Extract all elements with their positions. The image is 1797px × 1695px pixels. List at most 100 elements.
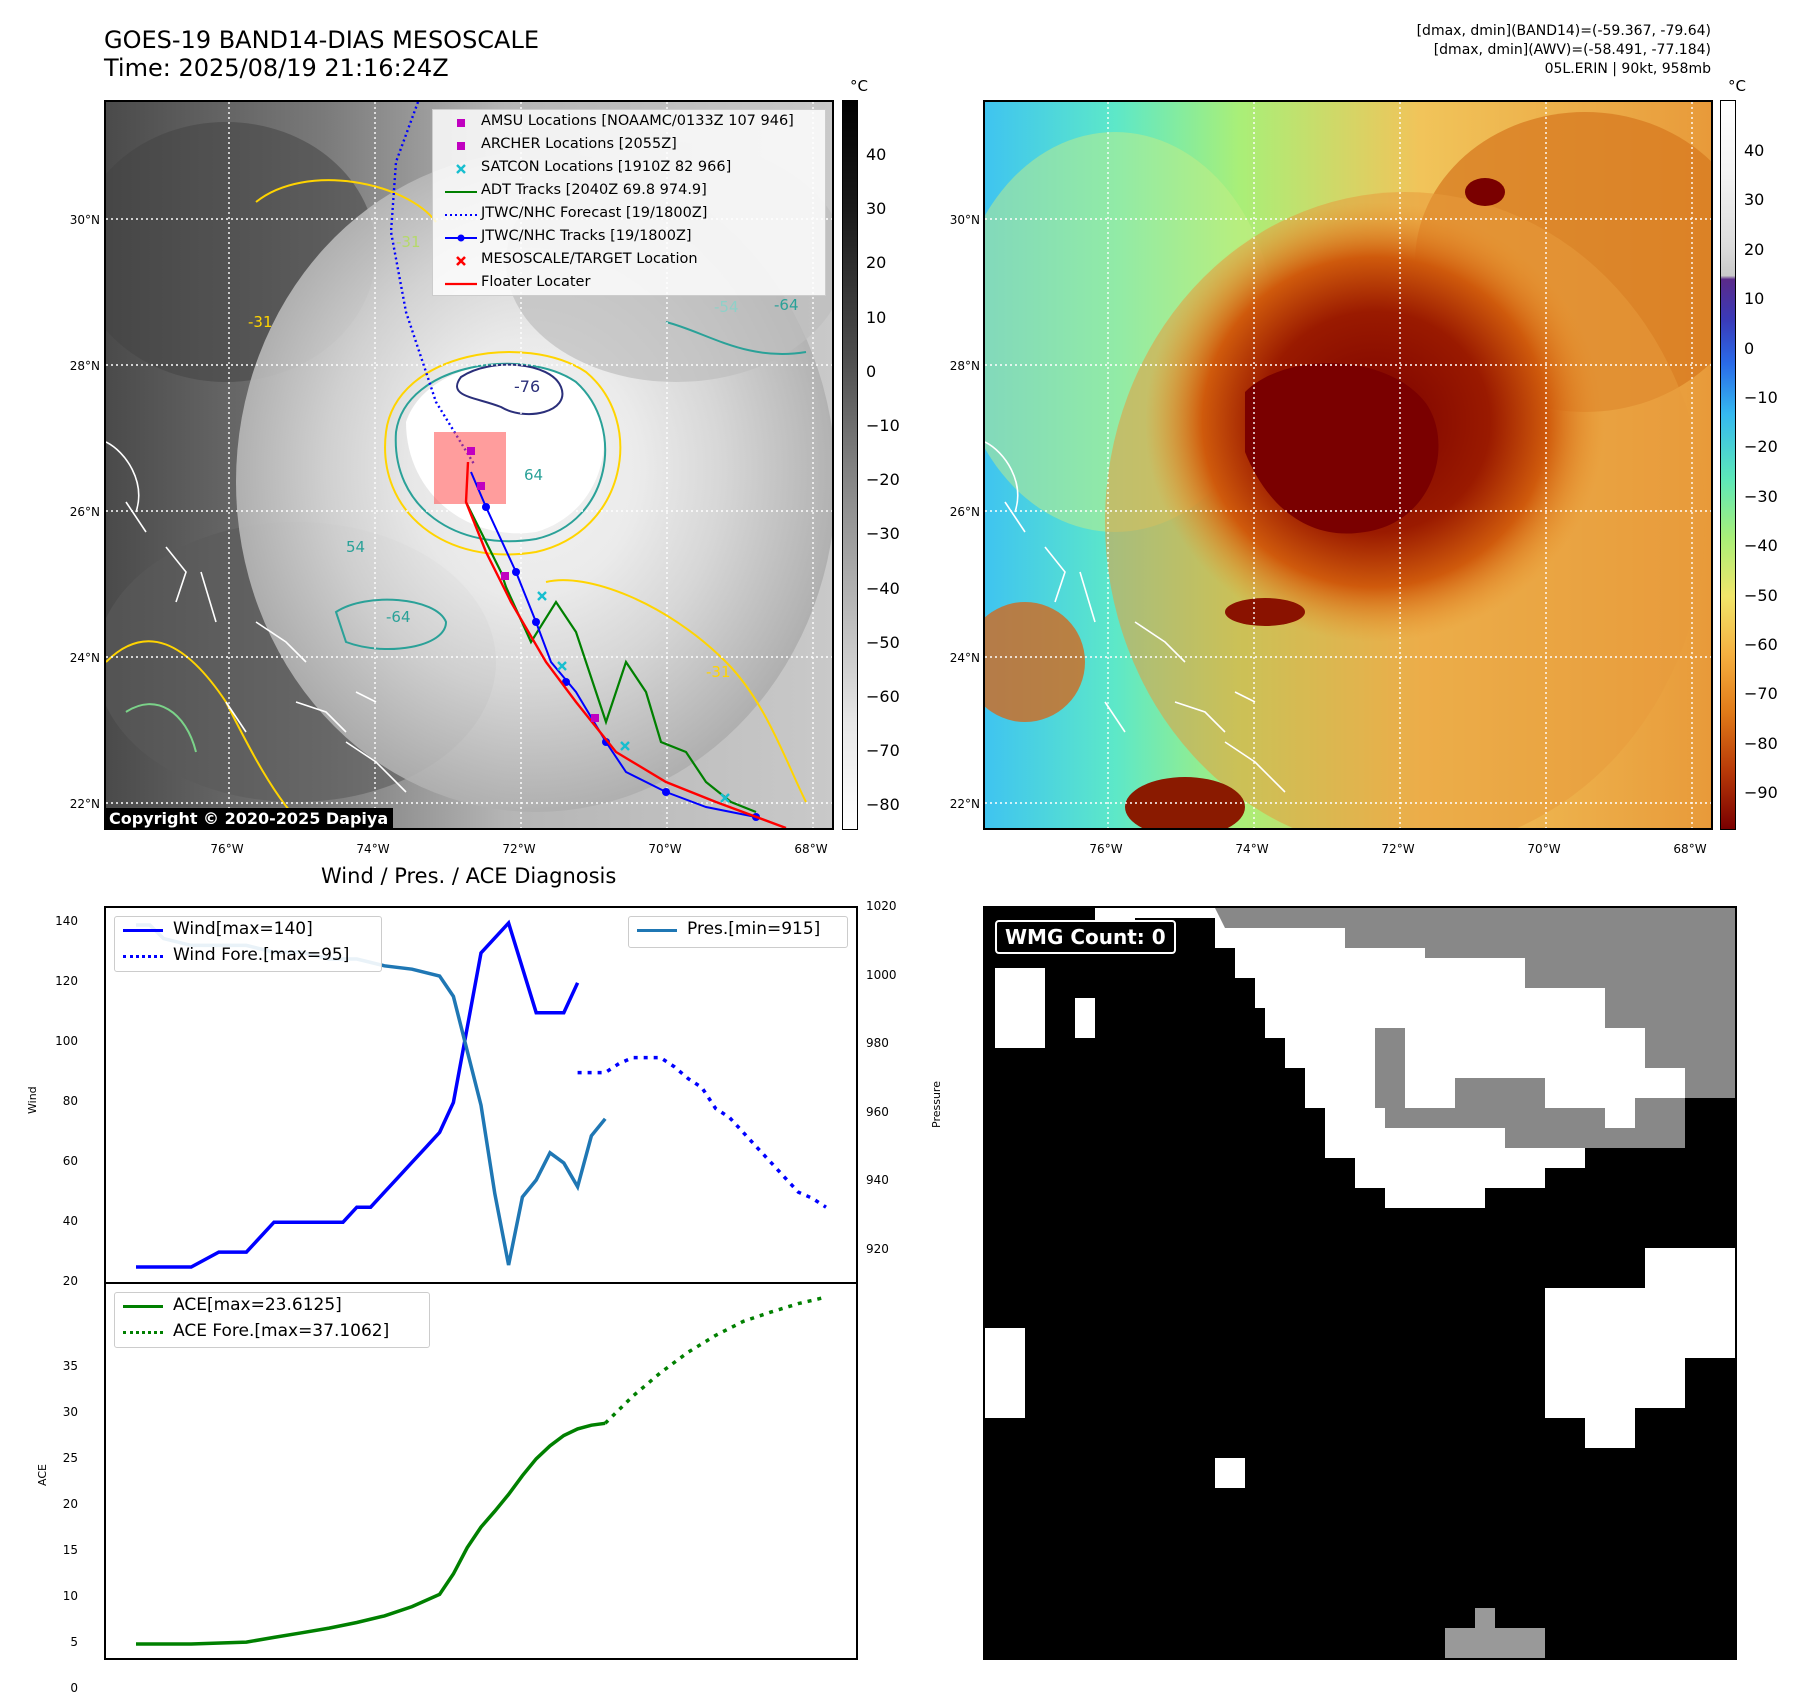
latitude-label: 24°N — [69, 651, 100, 665]
contour-label: -64 — [774, 296, 799, 314]
square-marker-icon — [457, 119, 465, 127]
ir-colorbar-tick: 10 — [866, 307, 887, 327]
info-line-2: [dmax, dmin](AWV)=(-58.491, -77.184) — [1433, 42, 1711, 58]
awv-gridlines — [985, 102, 1711, 828]
legend-wind-forecast: Wind Fore.[max=95] — [115, 943, 381, 969]
awv-colorbar-tick: −40 — [1744, 536, 1778, 556]
contour-green — [125, 703, 197, 753]
contour-yellow — [384, 351, 622, 556]
contour-label: -54 — [714, 298, 739, 316]
coastline — [106, 441, 407, 793]
longitude-label: 70°W — [1527, 842, 1561, 856]
legend-tracks: JTWC/NHC Tracks [19/1800Z] — [433, 227, 825, 249]
awv-core — [1245, 363, 1439, 534]
contour-teal-2 — [334, 598, 448, 651]
ir-colorbar-tick: −50 — [866, 632, 900, 652]
ace-legend: ACE[max=23.6125] ACE Fore.[max=37.1062] — [114, 1292, 430, 1348]
ace-axis-tick: 30 — [62, 1405, 78, 1419]
ir-colorbar-tick: −30 — [866, 524, 900, 544]
wind-axis-tick: 120 — [55, 974, 78, 988]
target-box — [434, 432, 506, 504]
awv-colorbar-tick: −30 — [1744, 486, 1778, 506]
contour-label: -31 — [248, 313, 273, 331]
dotted-line-icon — [445, 214, 477, 216]
wmg-white-patch-3 — [985, 1328, 1025, 1418]
ace-axis-tick: 25 — [62, 1451, 78, 1465]
wind-axis-tick: 100 — [55, 1034, 78, 1048]
latitude-label: 30°N — [949, 213, 980, 227]
coastline — [985, 441, 1286, 793]
contour-teal-3 — [665, 321, 807, 355]
legend-satcon: SATCON Locations [1910Z 82 966] — [433, 158, 825, 180]
contour-label: -31 — [706, 663, 731, 681]
pressure-legend: Pres.[min=915] — [628, 916, 848, 948]
latitude-label: 30°N — [69, 213, 100, 227]
ace-axis-tick: 15 — [62, 1543, 78, 1557]
title-line-2: Time: 2025/08/19 21:16:24Z — [104, 54, 449, 82]
contour-label: -64 — [386, 608, 411, 626]
diagnosis-title: Wind / Pres. / ACE Diagnosis — [321, 864, 617, 888]
ir-colorbar-tick: −10 — [866, 416, 900, 435]
legend-floater: Floater Locater — [433, 273, 825, 295]
pressure-axis-tick: 920 — [866, 1242, 889, 1256]
jtwc-track — [470, 471, 757, 818]
legend-ace: ACE[max=23.6125] — [115, 1293, 429, 1319]
awv-cell-4 — [985, 602, 1085, 722]
awv-colorbar-tick: −80 — [1744, 733, 1778, 753]
wmg-white-patch — [995, 968, 1045, 1048]
wmg-count-badge: WMG Count: 0 — [995, 920, 1176, 954]
wmg-white-island — [1385, 958, 1605, 1038]
series-line — [136, 1421, 606, 1646]
ir-colorbar-tick: −70 — [866, 741, 900, 761]
contour-yellow-3 — [255, 179, 437, 223]
series-line — [136, 919, 580, 1269]
awv-colorbar-tick: 0 — [1744, 338, 1755, 358]
ir-colorbar-tick: 0 — [866, 361, 877, 381]
latitude-label: 26°N — [949, 505, 980, 519]
legend-ace-forecast: ACE Fore.[max=37.1062] — [115, 1319, 429, 1345]
contour-label: 64 — [524, 466, 543, 484]
amsu-markers — [467, 447, 599, 722]
awv-colorbar-tick: −70 — [1744, 684, 1778, 704]
satcon-markers — [537, 591, 730, 803]
ace-axis-tick: 10 — [62, 1589, 78, 1603]
legend-target: MESOSCALE/TARGET Location — [433, 250, 825, 272]
ace-panel — [104, 1282, 858, 1660]
wind-axis-tick: 60 — [62, 1154, 78, 1168]
contour-yellow-4 — [106, 640, 307, 828]
ir-map-legend: AMSU Locations [NOAAMC/0133Z 107 946] AR… — [432, 109, 826, 296]
title-line-1: GOES-19 BAND14-DIAS MESOSCALE — [104, 26, 540, 54]
ace-svg — [136, 1295, 827, 1646]
ir-colorbar-tick: −40 — [866, 578, 900, 598]
ace-axis-label: ACE — [36, 1464, 49, 1486]
series-line — [603, 1295, 827, 1425]
copyright-badge: Copyright © 2020-2025 Dapiya — [104, 808, 394, 829]
info-block: [dmax, dmin](BAND14)=(-59.367, -79.64) [… — [1417, 22, 1711, 79]
pressure-axis-tick: 1020 — [866, 899, 897, 913]
x-marker-icon — [456, 256, 466, 266]
awv-colorbar-tick: −10 — [1744, 388, 1778, 407]
wind-axis-tick: 140 — [55, 914, 78, 928]
ir-colorbar-tick: −20 — [866, 470, 900, 490]
awv-map-svg — [985, 102, 1711, 828]
jtwc-points — [482, 503, 760, 821]
contour-label: -76 — [514, 377, 540, 396]
ir-colorbar — [842, 100, 858, 830]
latitude-label: 22°N — [69, 797, 100, 811]
wmg-panel — [983, 906, 1737, 1660]
pressure-axis-tick: 1000 — [866, 967, 897, 982]
info-line-1: [dmax, dmin](BAND14)=(-59.367, -79.64) — [1416, 23, 1711, 39]
info-line-3: 05L.ERIN | 90kt, 958mb — [1544, 61, 1711, 77]
longitude-label: 74°W — [1235, 842, 1269, 856]
figure-title: GOES-19 BAND14-DIAS MESOSCALE Time: 2025… — [104, 26, 539, 82]
awv-satellite-map — [983, 100, 1713, 830]
wmg-white-patch-2 — [1075, 998, 1095, 1038]
awv-colorbar-tick: −90 — [1744, 783, 1778, 803]
ace-axis-tick: 35 — [62, 1359, 78, 1373]
awv-colorbar-tick: 20 — [1744, 239, 1765, 259]
legend-forecast: JTWC/NHC Forecast [19/1800Z] — [433, 204, 825, 226]
contour-teal — [394, 362, 607, 543]
awv-colorbar-tick: 40 — [1744, 141, 1765, 160]
contour-dark — [456, 363, 564, 415]
dotted-line-icon — [123, 1331, 163, 1334]
